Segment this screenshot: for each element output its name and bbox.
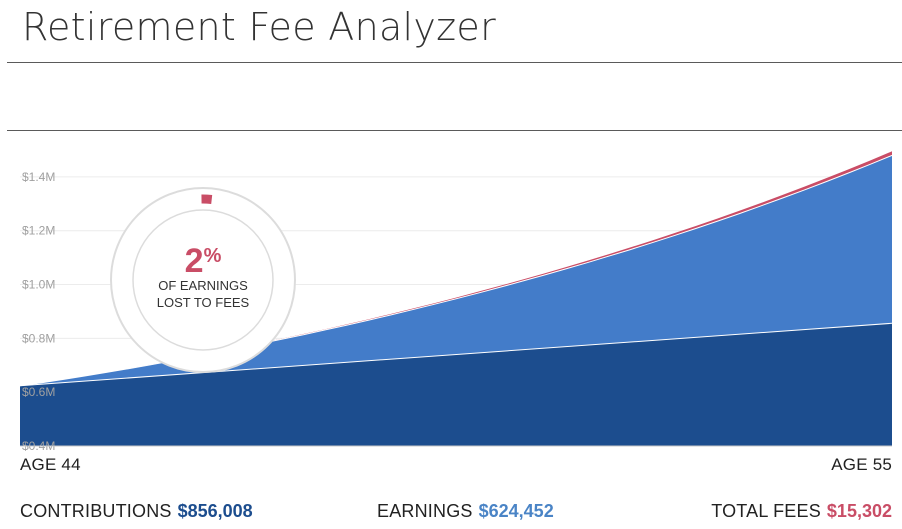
y-tick-label: $0.8M [22,331,55,345]
end-age-label: AGE 55 [831,455,892,474]
divider-bottom [7,130,902,131]
y-axis-ticks: $0.4M$0.6M$0.8M$1.0M$1.2M$1.4M [22,170,55,452]
start-age-label: AGE 44 [20,455,81,474]
gauge-fee-arc [201,194,213,204]
earnings-value: $624,452 [478,501,554,521]
gauge-percent: 2% [185,242,222,280]
fee-gauge: 2% OF EARNINGS LOST TO FEES [110,187,296,373]
y-tick-label: $1.0M [22,278,55,292]
page-title: Retirement Fee Analyzer [22,5,497,49]
earnings-label: EARNINGS [377,501,473,521]
contributions-summary: CONTRIBUTIONS $856,008 [20,501,253,522]
fees-label: TOTAL FEES [711,501,821,521]
y-tick-label: $1.2M [22,224,55,238]
contributions-line [19,322,893,387]
fees-summary: TOTAL FEES $15,302 [711,501,892,522]
gauge-caption-line2: LOST TO FEES [157,295,250,310]
contributions-label: CONTRIBUTIONS [20,501,172,521]
divider-top [7,62,902,63]
contributions-area [20,323,892,446]
contributions-value: $856,008 [177,501,253,521]
gauge-caption-line1: OF EARNINGS [158,278,248,293]
retirement-growth-chart: $0.4M$0.6M$0.8M$1.0M$1.2M$1.4M 2% OF EAR… [19,151,893,452]
y-tick-label: $1.4M [22,170,55,184]
fees-value: $15,302 [826,501,892,521]
earnings-summary: EARNINGS $624,452 [377,501,554,522]
gauge-inner-ring [132,209,274,351]
y-tick-label: $0.6M [22,385,55,399]
